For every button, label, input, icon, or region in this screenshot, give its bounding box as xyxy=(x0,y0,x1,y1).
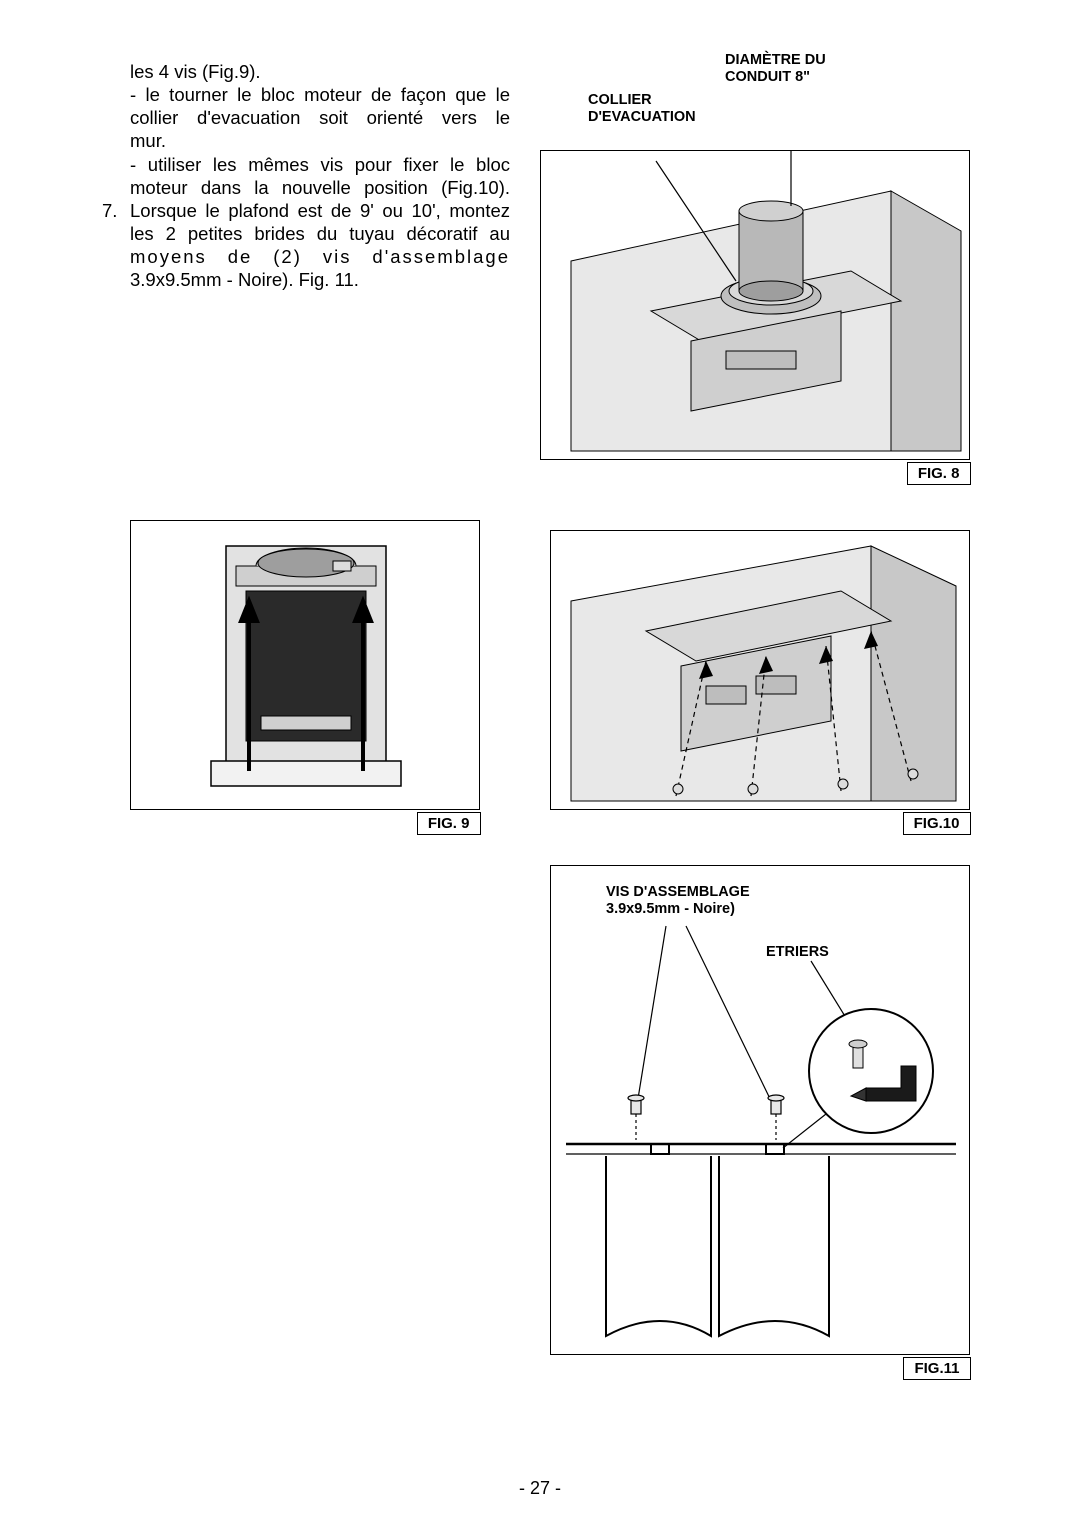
text-line: Lorsque le plafond est de 9' ou 10', mon… xyxy=(130,199,510,222)
text-line: - le tourner le bloc moteur de façon que… xyxy=(130,83,510,106)
annotation-brackets: ETRIERS xyxy=(766,944,829,961)
figure-label: FIG. 9 xyxy=(417,812,481,835)
figure-9: FIG. 9 xyxy=(130,520,480,810)
text-line: les 2 petites brides du tuyau décoratif … xyxy=(130,222,510,245)
fig10-svg xyxy=(551,531,971,811)
text-line: moteur dans la nouvelle position (Fig.10… xyxy=(130,176,510,199)
text-line: - utiliser les mêmes vis pour fixer le b… xyxy=(130,153,510,176)
annotation-screws: 3.9x9.5mm - Noire) xyxy=(606,901,750,918)
annotation-diameter: CONDUIT 8" xyxy=(725,69,826,86)
text-line: collier d'evacuation soit orienté vers l… xyxy=(130,106,510,129)
page-number: - 27 - xyxy=(0,1478,1080,1499)
text-line: les 4 vis (Fig.9). xyxy=(130,60,510,83)
annotation-screws: VIS D'ASSEMBLAGE xyxy=(606,884,750,901)
figure-10: FIG.10 xyxy=(550,530,970,810)
instruction-text: les 4 vis (Fig.9). - le tourner le bloc … xyxy=(130,60,510,460)
figure-11: VIS D'ASSEMBLAGE 3.9x9.5mm - Noire) ETRI… xyxy=(550,865,970,1355)
fig9-svg xyxy=(131,521,481,811)
annotation-diameter: DIAMÈTRE DU xyxy=(725,52,826,69)
text-line: 3.9x9.5mm - Noire). Fig. 11. xyxy=(130,268,510,291)
text-line: moyens de (2) vis d'assemblage xyxy=(130,245,510,268)
figure-8: DIAMÈTRE DU CONDUIT 8" COLLIER D'EVACUAT… xyxy=(540,60,970,460)
text-line: mur. xyxy=(130,129,510,152)
fig8-svg xyxy=(541,151,971,461)
fig11-svg xyxy=(551,866,971,1356)
annotation-collar: D'EVACUATION xyxy=(588,109,696,126)
annotation-collar: COLLIER xyxy=(588,92,696,109)
figure-label: FIG. 8 xyxy=(907,462,971,485)
figure-label: FIG.11 xyxy=(903,1357,970,1380)
list-number: 7. xyxy=(102,199,130,292)
figure-label: FIG.10 xyxy=(903,812,971,835)
